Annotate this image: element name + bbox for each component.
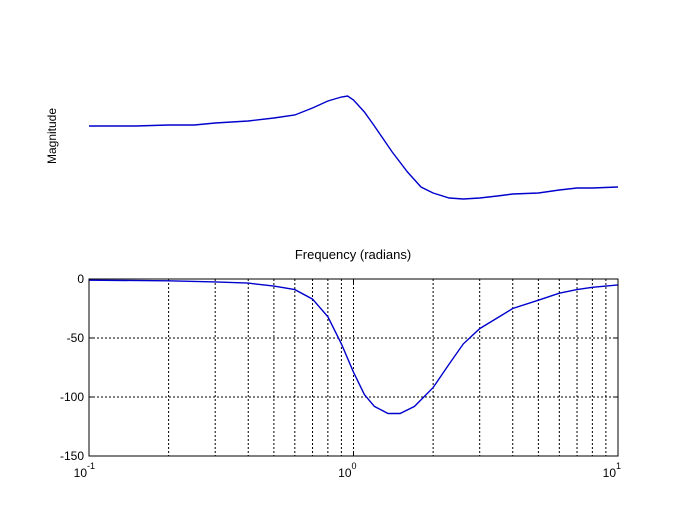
x-tick-label: 10 0 — [338, 461, 356, 480]
magnitude-ylabel: Magnitude — [45, 108, 59, 164]
x-tick-label-base: 10 — [338, 466, 352, 480]
phase-series — [88, 279, 619, 415]
magnitude-panel: Magnitude Frequency (radians) — [45, 95, 619, 262]
phase-panel: 0-50-100-150 10 -1 10 0 10 1 — [60, 272, 621, 480]
magnitude-xlabel: Frequency (radians) — [295, 247, 411, 262]
x-tick-label-exponent: -1 — [87, 461, 95, 471]
y-tick-label: -50 — [67, 331, 85, 345]
phase-x-tick-labels: 10 -1 10 0 10 1 — [74, 461, 621, 480]
phase-y-tick-labels: 0 -50 -100 -150 — [60, 272, 84, 463]
x-tick-label-exponent: 1 — [616, 461, 621, 471]
y-tick-label: -100 — [60, 390, 84, 404]
phase-grid — [89, 279, 618, 456]
y-tick-label: -150 — [60, 449, 84, 463]
y-tick-label: 0 — [77, 272, 84, 286]
x-tick-label: 10 1 — [603, 461, 621, 480]
phase-ticks — [88, 278, 619, 457]
x-tick-label-base: 10 — [603, 466, 617, 480]
phase-line — [88, 279, 619, 415]
magnitude-series — [89, 95, 619, 200]
magnitude-line — [89, 95, 619, 200]
x-tick-label: 10 -1 — [74, 461, 95, 480]
x-tick-label-exponent: 0 — [352, 461, 357, 471]
x-tick-label-base: 10 — [74, 466, 88, 480]
